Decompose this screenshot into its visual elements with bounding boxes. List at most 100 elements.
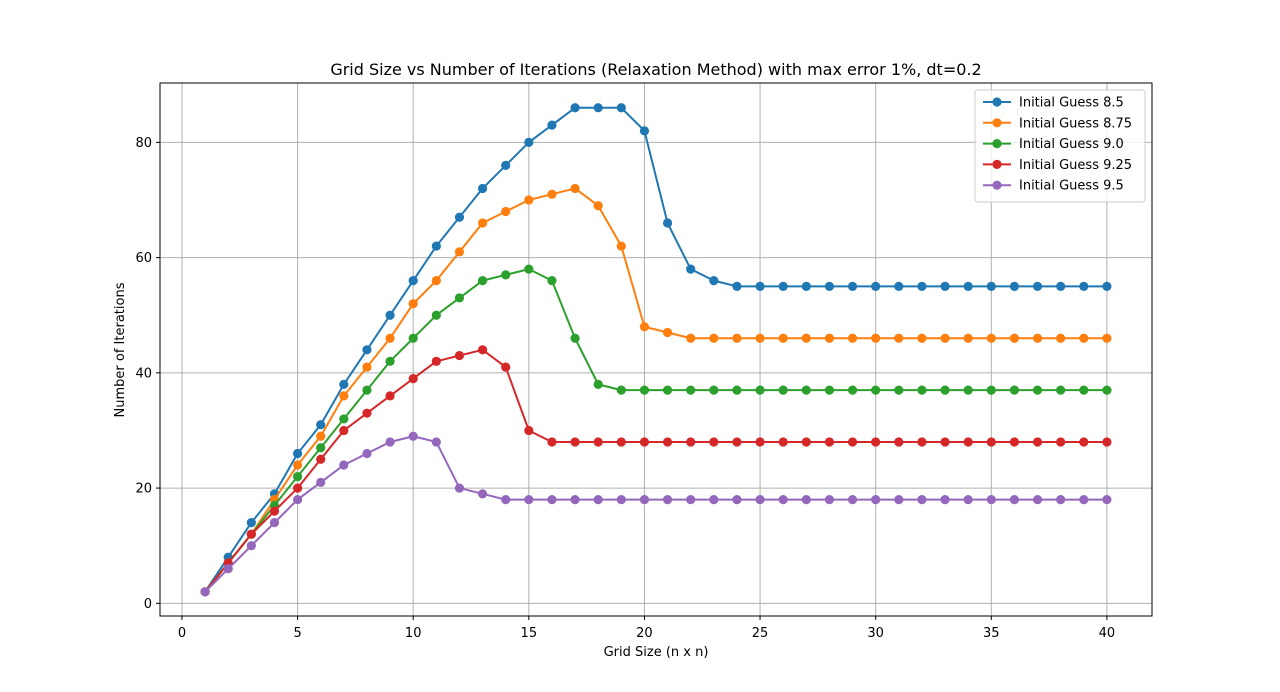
data-point: [1032, 281, 1043, 291]
data-point: [454, 483, 465, 493]
legend-label: Initial Guess 9.0: [1019, 137, 1124, 152]
data-point: [1009, 437, 1020, 447]
data-point: [570, 103, 580, 113]
data-point: [408, 299, 418, 309]
data-point: [1079, 495, 1089, 505]
data-point: [477, 218, 488, 228]
series-5: [200, 431, 1112, 597]
data-point: [871, 281, 881, 291]
data-point: [940, 437, 950, 447]
data-point: [639, 322, 650, 332]
series-layer: [200, 103, 1112, 597]
data-point: [1102, 333, 1112, 343]
data-point: [709, 495, 719, 505]
data-point: [662, 218, 673, 228]
data-point: [524, 264, 534, 274]
data-point: [686, 437, 696, 447]
data-point: [339, 425, 349, 436]
data-point: [616, 103, 626, 113]
data-point: [778, 437, 788, 447]
data-point: [963, 437, 973, 447]
data-point: [454, 293, 465, 303]
data-point: [801, 281, 811, 291]
data-point: [408, 333, 418, 343]
data-point: [755, 437, 765, 447]
data-point: [200, 587, 210, 597]
data-point: [454, 247, 465, 257]
series-line: [204, 268, 1107, 593]
plot-area-frame: [159, 82, 1153, 617]
data-point: [801, 333, 811, 343]
data-point: [894, 385, 904, 395]
data-point: [963, 333, 973, 343]
data-point: [963, 385, 973, 395]
series-line: [204, 435, 1107, 593]
data-point: [501, 270, 511, 280]
series-line: [204, 348, 1107, 593]
data-point: [616, 495, 626, 505]
data-point: [292, 495, 303, 505]
data-point: [385, 356, 395, 366]
data-point: [385, 333, 395, 343]
data-point: [801, 495, 811, 505]
series-3: [200, 264, 1112, 597]
data-point: [986, 495, 996, 505]
x-tick-label: 40: [1099, 626, 1116, 641]
data-point: [292, 483, 303, 493]
legend-box: [974, 89, 1146, 203]
legend-item: Initial Guess 8.5: [983, 96, 1124, 111]
series-2: [200, 183, 1112, 597]
data-point: [269, 518, 280, 528]
data-point: [778, 495, 788, 505]
data-point: [547, 495, 557, 505]
data-point: [292, 448, 303, 459]
data-point: [316, 477, 326, 487]
data-point: [593, 201, 603, 211]
data-point: [431, 437, 441, 447]
data-point: [824, 437, 835, 447]
legend-marker: [992, 139, 1002, 149]
data-point: [246, 541, 256, 551]
data-point: [871, 437, 881, 447]
data-point: [662, 327, 673, 338]
data-point: [431, 241, 441, 251]
data-point: [362, 408, 372, 418]
y-tick-label: 0: [144, 597, 152, 612]
data-point: [894, 281, 904, 291]
data-point: [269, 506, 280, 516]
data-point: [524, 425, 534, 436]
x-axis-title: Grid Size (n x n): [604, 645, 709, 660]
data-point: [362, 362, 372, 372]
legend-label: Initial Guess 8.75: [1019, 116, 1132, 131]
data-point: [1102, 495, 1112, 505]
series-line: [204, 187, 1107, 593]
data-point: [339, 391, 349, 401]
legend-marker: [992, 159, 1002, 169]
data-point: [940, 495, 950, 505]
data-point: [454, 212, 465, 222]
data-point: [686, 385, 696, 395]
data-point: [524, 495, 534, 505]
data-point: [1079, 333, 1089, 343]
data-point: [986, 437, 996, 447]
data-point: [778, 333, 788, 343]
data-point: [778, 385, 788, 395]
legend-label: Initial Guess 9.25: [1019, 158, 1132, 173]
data-point: [477, 276, 488, 286]
data-point: [894, 495, 904, 505]
data-point: [431, 310, 441, 320]
data-point: [570, 495, 580, 505]
data-point: [1009, 385, 1020, 395]
data-point: [593, 379, 603, 389]
data-point: [940, 281, 950, 291]
data-point: [547, 120, 557, 130]
data-point: [616, 437, 626, 447]
data-point: [824, 333, 835, 343]
series-line: [204, 106, 1107, 593]
data-point: [847, 437, 858, 447]
data-point: [662, 437, 673, 447]
data-point: [501, 206, 511, 217]
data-point: [339, 460, 349, 470]
chart-title: Grid Size vs Number of Iterations (Relax…: [330, 60, 981, 79]
